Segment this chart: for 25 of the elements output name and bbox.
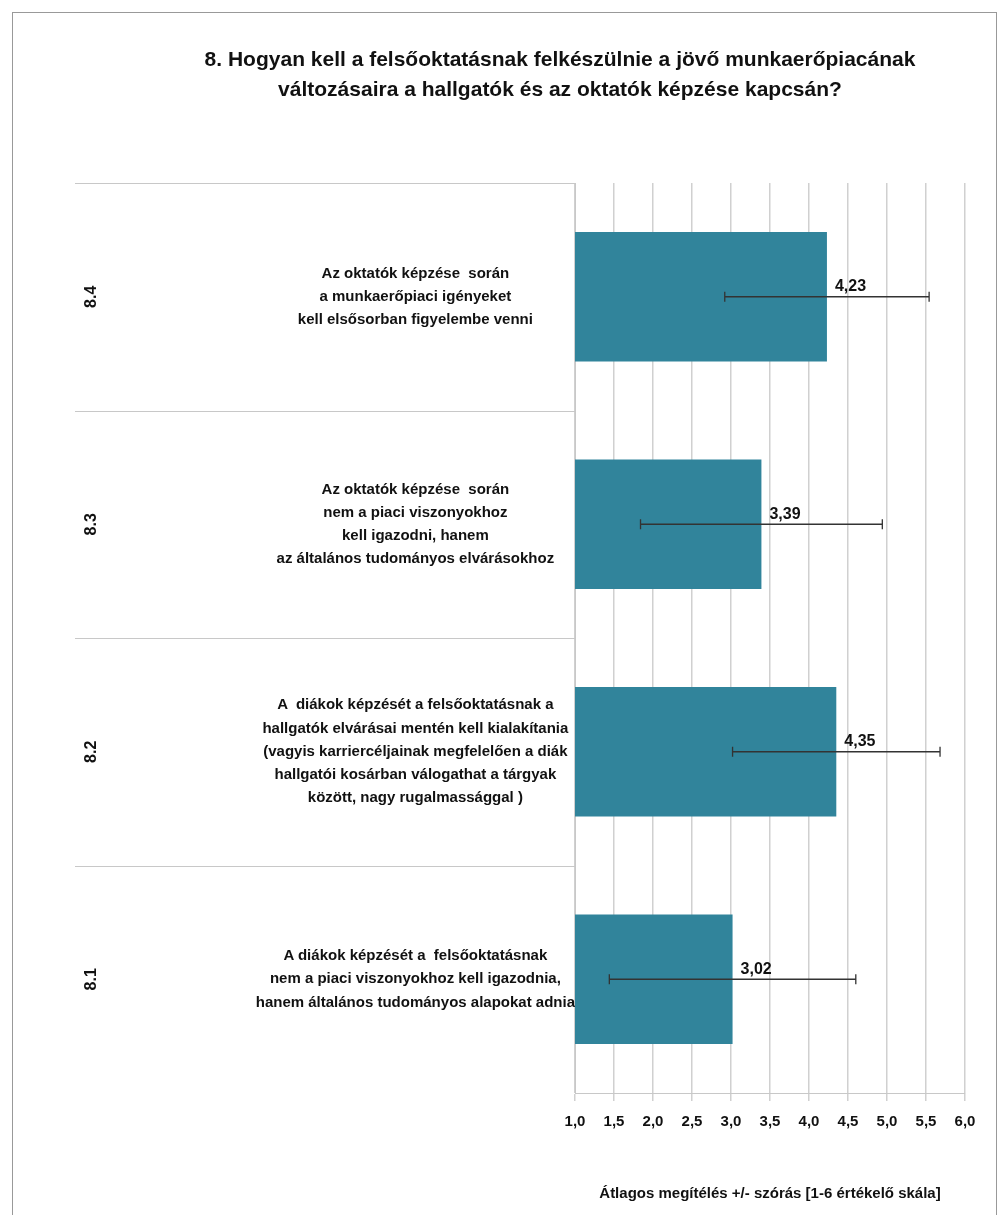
x-tick-label: 4,0 [798,1112,820,1130]
y-tick-label: A diákok képzését a felsőoktatásnak nem a piaci viszonyokhoz kell igazodnia, hanem általános tudományos alapokat adnia [255,946,576,1010]
x-tick-label: 5,0 [876,1112,898,1130]
data-label: 3,39 [769,504,801,522]
text: 8.2 [82,740,100,763]
y-tick-label: Az oktatók képzése során a munkaerőpiaci igényeket kell elsősorban figyelembe venni [297,263,533,328]
x-tick-label: 1,0 [564,1112,586,1130]
y-tick-label: A diákok képzését a felsőoktatásnak a hallgatók elvárásai mentén kell kialakítania (vagyis karriercéljainak megfelelően a diák hallgatói kosárban válogathat a tárgyak között, nagy rugalmassággal ) [262,695,570,806]
x-tick-label: 2,0 [642,1112,664,1130]
chart-title: 8. Hogyan kell a felsőoktatásnak felkészülnie a jövő munkaerőpiacának változásaira a hallgatók és az oktatók képzése kapcsán? [203,46,917,103]
y-tick-label: Az oktatók képzése során nem a piaci viszonyokhoz kell igazodni, hanem az általános tudományos elvárásokhoz [276,479,555,567]
data-label: 3,02 [740,959,772,977]
x-axis-title: Átlagos megítélés +/- szórás [1-6 értékelő skála] [599,1184,941,1202]
text: 8.4 [82,285,100,308]
x-tick-label: 3,0 [720,1112,742,1130]
x-tick-label: 4,5 [837,1112,859,1130]
x-tick-label: 1,5 [603,1112,625,1130]
x-tick-label: 6,0 [954,1112,976,1130]
x-tick-label: 2,5 [681,1112,703,1130]
text: 8.3 [82,513,100,536]
data-label: 4,35 [844,732,876,750]
x-tick-label: 5,5 [915,1112,937,1130]
data-label: 4,23 [834,277,867,295]
text: 8.1 [82,968,100,991]
x-tick-label: 3,5 [759,1112,781,1130]
